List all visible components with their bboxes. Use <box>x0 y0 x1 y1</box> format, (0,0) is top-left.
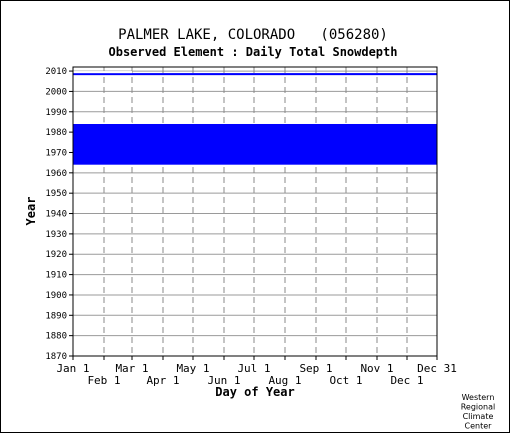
y-tick-label: 1960 <box>45 169 67 179</box>
y-tick-label: 1900 <box>45 291 67 301</box>
x-tick-label: Jan 1 <box>56 362 89 375</box>
credit-line: Regional <box>461 403 496 412</box>
y-tick-label: 1940 <box>45 210 67 220</box>
x-tick-label: Jun 1 <box>207 374 240 387</box>
plot-border <box>72 66 438 357</box>
data-block <box>73 73 437 76</box>
y-tick-label: 1890 <box>45 311 67 321</box>
chart-title: PALMER LAKE, COLORADO (056280) <box>118 27 388 43</box>
y-tick-label: 2000 <box>45 87 67 97</box>
x-tick-label: Sep 1 <box>299 362 332 375</box>
data-block <box>73 123 437 165</box>
credit-line: Climate <box>463 412 494 421</box>
chart-subtitle: Observed Element : Daily Total Snowdepth <box>109 45 398 59</box>
y-tick-label: 1980 <box>45 128 67 138</box>
x-tick-label: Aug 1 <box>268 374 301 387</box>
x-axis-label: Day of Year <box>215 385 294 399</box>
x-tick-label: Dec 1 <box>390 374 423 387</box>
y-tick-label: 1970 <box>45 148 67 158</box>
y-tick-label: 1910 <box>45 271 67 281</box>
y-axis-label: Year <box>24 197 38 226</box>
y-tick-label: 1870 <box>45 352 67 362</box>
x-tick-label: Dec 31 <box>417 362 457 375</box>
credit-line: Western <box>462 393 495 402</box>
y-tick-label: 1990 <box>45 108 67 118</box>
y-tick-label: 1880 <box>45 332 67 342</box>
plot-background <box>73 67 437 356</box>
x-tick-label: Oct 1 <box>329 374 362 387</box>
x-tick-label: Apr 1 <box>146 374 179 387</box>
y-tick-label: 1930 <box>45 230 67 240</box>
y-tick-label: 1920 <box>45 250 67 260</box>
x-tick-label: May 1 <box>176 362 209 375</box>
x-tick-label: Jul 1 <box>237 362 270 375</box>
data-gap <box>73 122 132 124</box>
data-gap <box>73 71 132 74</box>
credit-line: Center <box>465 422 493 431</box>
x-tick-label: Nov 1 <box>360 362 393 375</box>
plot-area: 1870 1880 1890 1900 1910 1920 1930 1940 1950 1960… <box>45 66 457 387</box>
x-tick-label: Feb 1 <box>87 374 120 387</box>
y-tick-label: 2010 <box>45 67 67 77</box>
x-tick-label: Mar 1 <box>115 362 148 375</box>
y-tick-label: 1950 <box>45 189 67 199</box>
